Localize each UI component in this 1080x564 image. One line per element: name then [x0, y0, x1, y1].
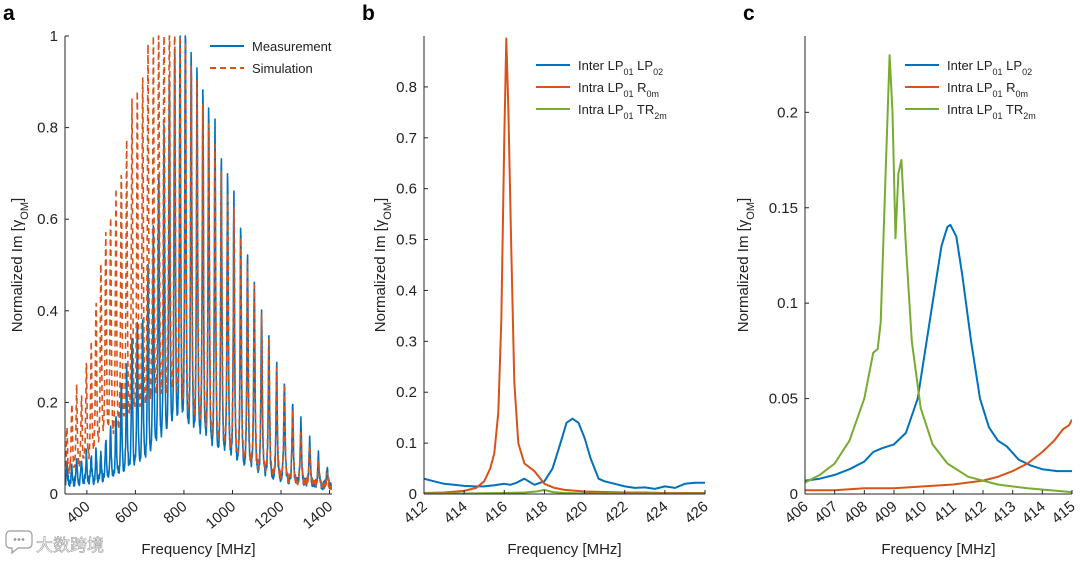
plot-area-a — [65, 35, 332, 491]
x-tick-label-a-3: 1000 — [203, 498, 239, 532]
series-line-c-2 — [805, 419, 1072, 492]
panel-letter-a: a — [3, 2, 15, 25]
x-tick-label-a-0: 400 — [63, 498, 93, 527]
watermark-text: 大数跨境 — [36, 536, 104, 556]
legend-b: Inter LP01 LP02 Intra LP01 R0m Intra LP01 … — [536, 58, 667, 121]
y-tick-label-c-4: 0.2 — [777, 104, 798, 121]
legend-label-c-0: Inter LP01 LP02 — [947, 58, 1032, 77]
x-tick-label-c-6: 412 — [959, 498, 989, 527]
x-axis-label-a: Frequency [MHz] — [141, 541, 255, 558]
x-tick-label-c-7: 413 — [989, 498, 1019, 527]
x-tick-label-b-4: 420 — [561, 498, 591, 527]
chat-bubble-icon — [5, 530, 33, 555]
x-tick-label-a-2: 800 — [160, 498, 190, 527]
y-tick-label-a-5: 1 — [50, 28, 58, 45]
y-tick-label-b-8: 0.8 — [396, 79, 417, 96]
x-axis-label-b: Frequency [MHz] — [507, 541, 621, 558]
x-tick-label-a-4: 1200 — [251, 498, 287, 532]
x-axis-label-c: Frequency [MHz] — [881, 541, 995, 558]
y-tick-label-a-0: 0 — [50, 486, 58, 503]
x-tick-label-b-1: 414 — [441, 498, 471, 527]
y-tick-label-b-2: 0.2 — [396, 384, 417, 401]
x-tick-label-c-5: 411 — [931, 498, 960, 526]
x-tick-label-b-0: 412 — [400, 498, 430, 527]
x-tick-label-c-1: 407 — [811, 498, 841, 527]
y-tick-label-c-1: 0.05 — [769, 391, 798, 408]
y-axis-label-b: Normalized Im [γOM] — [372, 198, 394, 332]
series-line-a-2 — [65, 35, 332, 490]
x-tick-label-b-2: 416 — [481, 498, 511, 527]
y-tick-label-a-1: 0.2 — [37, 394, 58, 411]
plot-area-b — [424, 37, 705, 494]
x-tick-label-b-6: 424 — [641, 498, 671, 527]
legend-label-c-2: Intra LP01 TR2m — [947, 102, 1036, 121]
y-axis-label-a: Normalized Im [γOM] — [9, 198, 31, 332]
panel-b: b 0 0.1 0.2 0.3 0.4 0.5 0.6 0.7 0.8 412 414 416 418 42… — [362, 2, 712, 558]
series-line-c-3 — [805, 54, 1072, 494]
panel-letter-b: b — [362, 2, 375, 25]
y-axis-label-c: Normalized Im [γOM] — [735, 198, 757, 332]
panel-letter-c: c — [743, 2, 755, 25]
legend-c: Inter LP01 LP02 Intra LP01 R0m Intra LP01 … — [905, 58, 1036, 121]
y-tick-label-b-6: 0.6 — [396, 181, 417, 198]
y-tick-label-b-3: 0.3 — [396, 333, 417, 350]
y-tick-label-b-5: 0.5 — [396, 232, 417, 249]
legend-label-b-1: Intra LP01 R0m — [578, 80, 659, 99]
y-tick-label-b-7: 0.7 — [396, 130, 417, 147]
series-line-c-1 — [805, 223, 1072, 482]
legend-label-b-0: Inter LP01 LP02 — [578, 58, 663, 77]
legend-a: Measurement Simulation — [210, 39, 332, 76]
plot-area-c — [805, 54, 1072, 494]
x-tick-label-a-5: 1400 — [300, 498, 336, 532]
y-tick-label-b-4: 0.4 — [396, 282, 417, 299]
y-tick-label-b-0: 0 — [409, 486, 417, 503]
legend-label-b-2: Intra LP01 TR2m — [578, 102, 667, 121]
y-tick-label-a-4: 0.8 — [37, 120, 58, 137]
x-tick-label-c-8: 414 — [1019, 498, 1049, 527]
y-tick-label-a-3: 0.6 — [37, 211, 58, 228]
x-tick-label-b-7: 426 — [681, 498, 711, 527]
x-tick-label-c-3: 409 — [870, 498, 900, 527]
series-line-b-1 — [424, 417, 705, 490]
x-tick-label-b-3: 418 — [521, 498, 551, 527]
x-tick-label-c-0: 406 — [781, 498, 811, 527]
legend-label-a-1: Simulation — [252, 61, 313, 76]
watermark: 大数跨境 — [5, 530, 104, 556]
series-line-b-2 — [424, 37, 705, 494]
x-tick-label-c-2: 408 — [841, 498, 871, 527]
y-tick-label-b-1: 0.1 — [396, 435, 417, 452]
legend-label-c-1: Intra LP01 R0m — [947, 80, 1028, 99]
y-tick-label-c-0: 0 — [790, 486, 798, 503]
y-tick-label-a-2: 0.4 — [37, 303, 58, 320]
y-tick-label-c-2: 0.1 — [777, 295, 798, 312]
panel-c: c 0 0.05 0.1 0.15 0.2 406 407 408 409 410 411 412 413… — [735, 2, 1079, 558]
x-tick-label-c-4: 410 — [900, 498, 930, 527]
legend-label-a-0: Measurement — [252, 39, 332, 54]
x-tick-label-b-5: 422 — [601, 498, 631, 527]
x-tick-label-a-1: 600 — [112, 498, 142, 527]
y-tick-label-c-3: 0.15 — [769, 200, 798, 217]
x-tick-label-c-9: 415 — [1048, 498, 1078, 527]
